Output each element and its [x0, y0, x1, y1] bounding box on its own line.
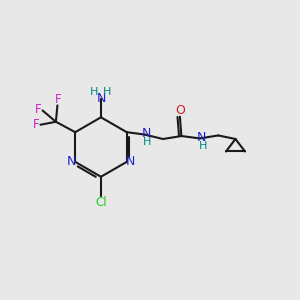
Text: N: N	[126, 155, 135, 168]
Text: N: N	[196, 131, 206, 144]
Text: F: F	[33, 118, 39, 131]
Text: H: H	[90, 87, 99, 97]
Text: F: F	[35, 103, 41, 116]
Text: F: F	[55, 93, 61, 106]
Text: Cl: Cl	[95, 196, 107, 208]
Text: N: N	[96, 92, 106, 105]
Text: H: H	[143, 137, 152, 147]
Text: H: H	[199, 140, 207, 151]
Text: N: N	[141, 127, 151, 140]
Text: H: H	[103, 87, 112, 97]
Text: N: N	[67, 155, 76, 168]
Text: O: O	[175, 104, 185, 117]
